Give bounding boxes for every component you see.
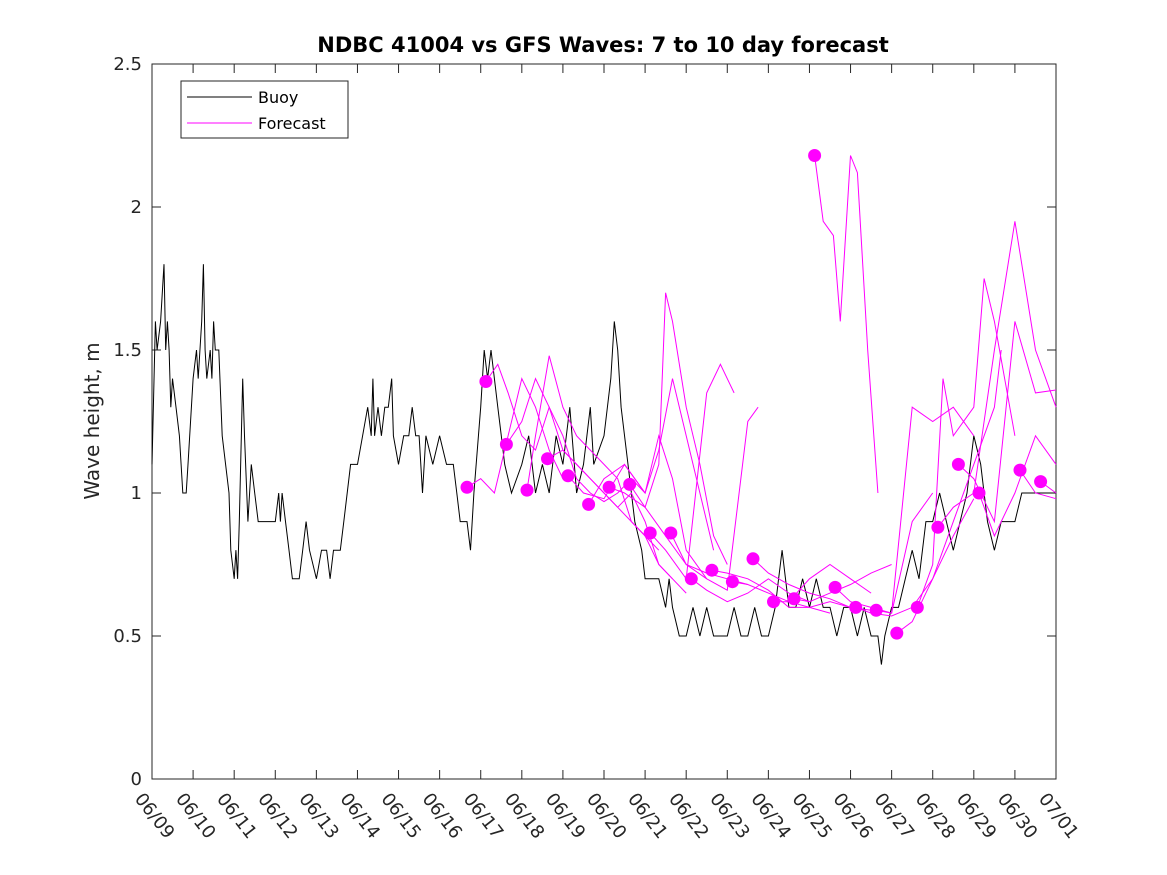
forecast-start-point [705,563,719,577]
forecast-start-point [972,486,986,500]
forecast-start-point [1013,463,1027,477]
forecast-start-point [869,603,883,617]
legend: Buoy Forecast [180,80,349,139]
forecast-start-point [767,595,780,609]
forecast-start-point [623,477,637,491]
series-line-forecast [978,434,1057,538]
forecast-start-point [520,483,534,497]
plot-area [151,63,1057,780]
forecast-start-point [541,452,554,466]
series-line-forecast [1019,469,1057,500]
forecast-start-point [684,572,698,586]
chart-title: NDBC 41004 vs GFS Waves: 7 to 10 day for… [317,33,888,57]
y-tick-label: 2.5 [113,54,142,75]
series-line-forecast [670,406,759,591]
y-axis-label: Wave height, m [80,342,104,499]
y-tick-label: 1.5 [113,340,142,361]
forecast-start-point [1034,475,1048,489]
forecast-start-point [499,437,513,451]
series-line-forecast [937,221,1057,528]
y-tick-label: 0 [131,769,142,790]
forecast-start-point [808,149,822,162]
y-axis: 0 0.5 1 1.5 2 2.5 [113,54,1056,790]
series-line-forecast [466,377,564,495]
forecast-start-point [931,520,945,534]
series-line-forecast [608,292,728,565]
series-line-forecast [958,321,1057,524]
forecast-start-point [460,480,474,494]
legend-label-buoy: Buoy [258,88,298,107]
forecast-start-point [664,526,678,540]
forecast-start-point [561,469,575,483]
series-line-forecast [814,155,879,494]
series-line-forecast [649,363,735,581]
forecast-start-point [725,575,739,589]
forecast-start-point [582,497,596,511]
legend-box [180,80,349,139]
forecast-start-point [479,375,493,388]
forecast-start-point [746,552,760,566]
forecast-start-point [951,457,965,471]
forecast-start-point [602,480,616,494]
series-line-forecast [485,363,646,503]
series-line-forecast [691,578,810,603]
y-tick-label: 0.5 [113,626,142,647]
forecast-start-point [890,626,904,640]
series-line-forecast [916,278,1016,608]
forecast-start-point [828,580,842,594]
y-tick-label: 2 [131,197,142,218]
forecast-start-point [849,600,863,614]
forecast-start-point [643,526,657,540]
series-layer [151,149,1057,665]
series-line-forecast [588,378,715,551]
series-line-forecast [773,563,872,603]
y-tick-label: 1 [131,483,142,504]
forecast-start-point [787,592,801,606]
series-line-forecast [896,349,1002,634]
series-line-forecast [876,406,975,614]
series-line-forecast [526,355,673,580]
legend-label-forecast: Forecast [258,114,326,133]
forecast-start-point [910,600,924,614]
series-line-forecast [547,449,687,594]
